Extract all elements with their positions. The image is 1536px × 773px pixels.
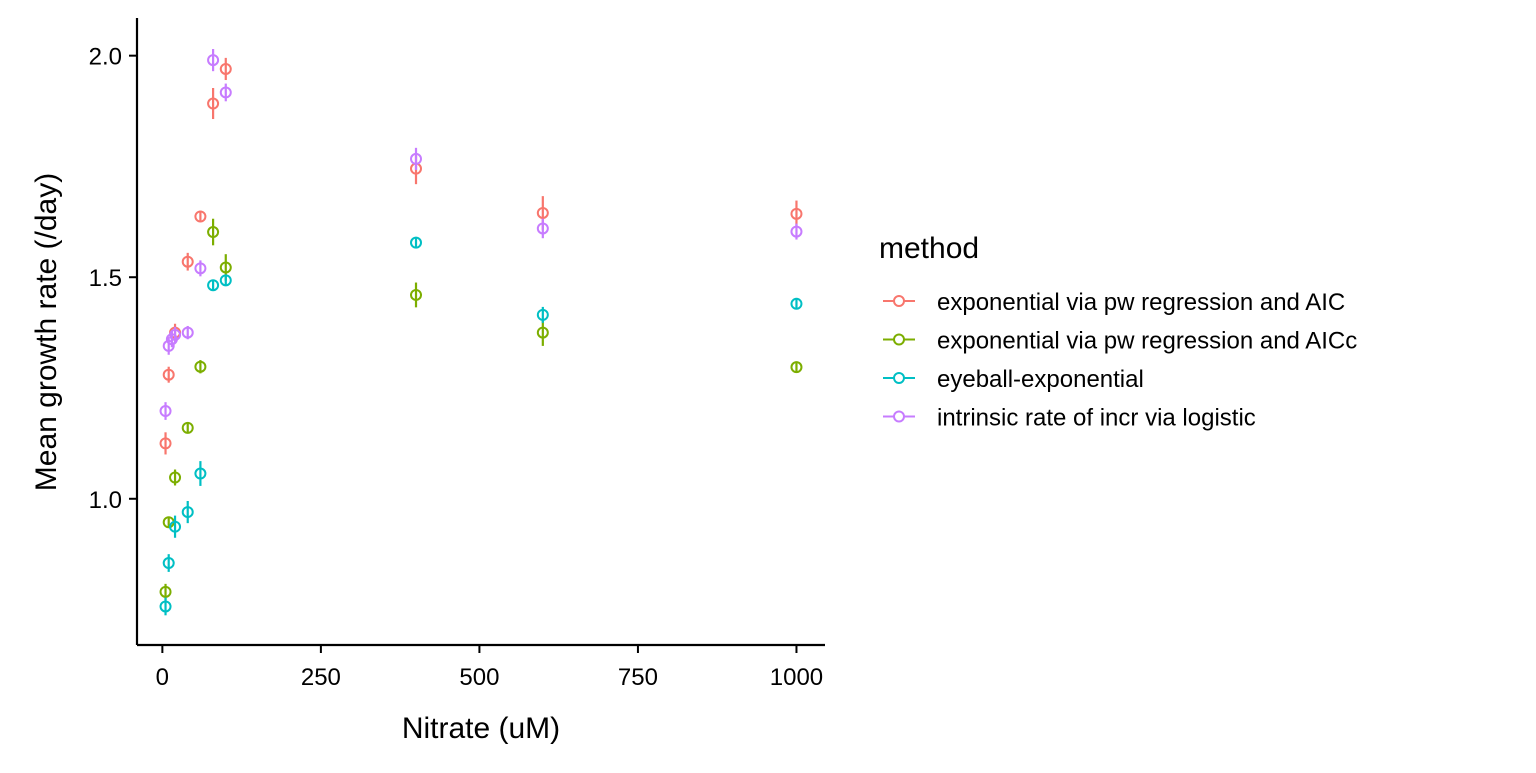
- data-point: [219, 62, 232, 75]
- legend-item: intrinsic rate of incr via logistic: [883, 405, 1256, 432]
- data-point: [790, 361, 803, 374]
- data-point: [410, 236, 423, 249]
- data-marks: [159, 49, 803, 616]
- data-point: [207, 226, 220, 239]
- legend-item: exponential via pw regression and AICc: [883, 328, 1357, 355]
- data-point: [194, 210, 207, 223]
- x-axis-ticks: 0 250 500 750 1000: [156, 645, 823, 691]
- data-point: [181, 421, 194, 434]
- y-tick-label: 1.5: [89, 265, 122, 292]
- plot-panel: 0 250 500 750 1000 1.0 1.5 2.0: [89, 18, 825, 691]
- legend-label: eyeball-exponential: [937, 366, 1144, 393]
- data-point: [194, 467, 207, 480]
- legend-title: method: [879, 232, 979, 265]
- legend-key-marker: [893, 333, 905, 346]
- y-axis-ticks: 1.0 1.5 2.0: [89, 44, 137, 514]
- data-point: [219, 274, 232, 287]
- data-point: [159, 585, 172, 598]
- data-point: [194, 262, 207, 275]
- data-point: [536, 308, 549, 321]
- legend-label: intrinsic rate of incr via logistic: [937, 405, 1256, 432]
- data-point: [219, 261, 232, 274]
- series-group: [159, 236, 803, 616]
- legend-item: eyeball-exponential: [883, 366, 1144, 393]
- data-point: [207, 97, 220, 110]
- data-point: [207, 54, 220, 67]
- data-point: [219, 86, 232, 99]
- data-point: [169, 471, 182, 484]
- legend-label: exponential via pw regression and AIC: [937, 289, 1345, 316]
- data-point: [159, 405, 172, 418]
- data-point: [536, 326, 549, 339]
- data-point: [162, 368, 175, 381]
- data-point: [194, 360, 207, 373]
- x-tick-label: 250: [301, 664, 341, 691]
- y-tick-label: 1.0: [89, 487, 122, 514]
- x-tick-label: 750: [618, 664, 658, 691]
- data-point: [790, 207, 803, 220]
- data-point: [790, 297, 803, 310]
- x-tick-label: 500: [459, 664, 499, 691]
- legend-item: exponential via pw regression and AIC: [883, 289, 1345, 316]
- data-point: [790, 225, 803, 238]
- legend-label: exponential via pw regression and AICc: [937, 328, 1357, 355]
- data-point: [410, 288, 423, 301]
- legend-items: exponential via pw regression and AIC exp…: [883, 289, 1357, 432]
- data-point: [181, 506, 194, 519]
- legend-key-marker: [893, 295, 905, 307]
- data-point: [181, 255, 194, 268]
- y-tick-label: 2.0: [89, 44, 122, 71]
- series-group: [159, 218, 803, 600]
- data-point: [536, 206, 549, 219]
- legend-key-marker: [893, 410, 905, 423]
- data-point: [536, 222, 549, 235]
- series-group: [159, 57, 803, 455]
- data-point: [169, 328, 182, 341]
- data-point: [162, 557, 175, 570]
- data-point: [207, 279, 220, 292]
- x-axis-title: Nitrate (uM): [402, 712, 560, 745]
- data-point: [181, 326, 194, 339]
- data-point: [410, 152, 423, 165]
- data-point: [169, 520, 182, 533]
- data-point: [159, 600, 172, 613]
- x-tick-label: 0: [156, 664, 169, 691]
- y-axis-title: Mean growth rate (/day): [30, 173, 63, 491]
- series-group: [159, 49, 803, 420]
- legend: method exponential via pw regression and…: [879, 232, 1357, 432]
- data-point: [162, 339, 175, 352]
- legend-key-marker: [893, 372, 905, 384]
- x-tick-label: 1000: [770, 664, 823, 691]
- data-point: [159, 437, 172, 450]
